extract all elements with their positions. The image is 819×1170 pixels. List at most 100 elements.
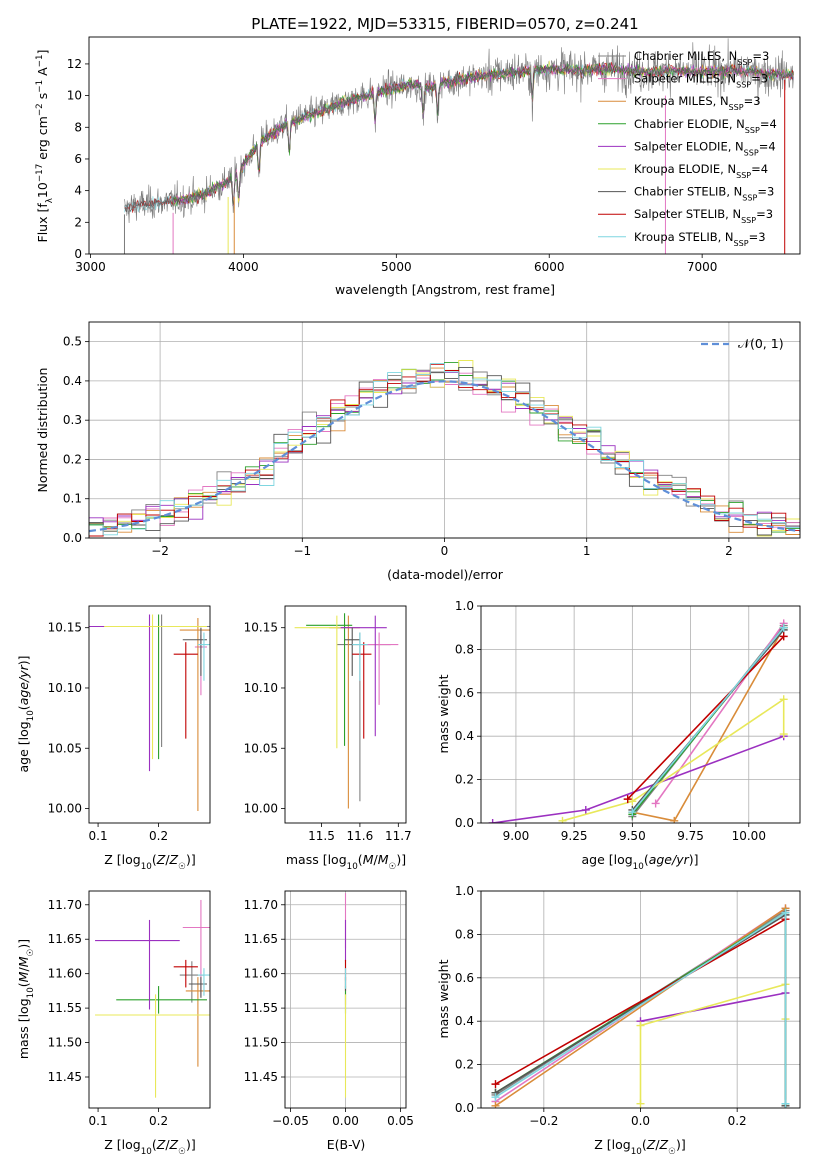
- tick-label-y: 0.5: [63, 335, 82, 349]
- panel-mass-vs-Z: 0.1 0.2 11.45 11.50 11.55 11.60 11.65 11.70 Z [l…: [16, 890, 211, 1157]
- tick-label-y: 8: [74, 120, 82, 134]
- axes-frame: [88, 605, 211, 824]
- plot-area: [89, 360, 800, 538]
- tick-label-y: 11.50: [48, 1036, 82, 1050]
- x-axis-label: (data-model)/error: [387, 567, 504, 582]
- tick-label-x: −1: [293, 544, 311, 558]
- axes-frame: [284, 605, 407, 824]
- weight-marker-2: [491, 1101, 500, 1108]
- tick-label-y: 1.0: [455, 884, 474, 898]
- tick-label-x: −0.05: [272, 1114, 309, 1128]
- x-axis-label: wavelength [Angstrom, rest frame]: [335, 282, 555, 297]
- tick-label-y: 0.2: [63, 452, 82, 466]
- weight-line-4: [640, 992, 786, 1022]
- panel-mass-vs-EBV: −0.05 0.00 0.05 11.45 11.50 11.55 11.60 11.65 11…: [244, 890, 414, 1152]
- tick-label-y: 10.00: [244, 802, 278, 816]
- tick-label-y: 0: [74, 247, 82, 261]
- model-line-6: [124, 61, 794, 213]
- legend-entry-4: Salpeter ELODIE, NSSP=4: [634, 139, 776, 157]
- axes-frame: [88, 36, 801, 255]
- weight-line-7: [627, 635, 785, 800]
- tick-label-x: 9.50: [619, 829, 646, 843]
- normal-curve: [89, 380, 800, 533]
- tick-label-x: 6000: [534, 260, 565, 274]
- tick-label-y: 11.60: [48, 967, 82, 981]
- y-axis-label: age [log10(age/yr)]: [16, 655, 36, 772]
- tick-label-y: 10.15: [48, 621, 82, 635]
- tick-label-x: 5000: [381, 260, 412, 274]
- axes-frame: [480, 890, 801, 1109]
- y-axis-label: mass weight: [436, 674, 451, 753]
- x-axis-label: Z [log10(Z/Z☉)]: [104, 1137, 196, 1157]
- tick-label-y: 0.4: [63, 374, 82, 388]
- tick-label-y: 11.55: [244, 1001, 278, 1015]
- tick-label-x: 0.0: [631, 1114, 650, 1128]
- tick-label-y: 10.05: [244, 741, 278, 755]
- weight-marker-5: [779, 695, 788, 704]
- tick-label-y: 11.45: [244, 1070, 278, 1084]
- y-axis-label: mass [log10(M/M☉)]: [16, 939, 36, 1059]
- weight-marker-5: [779, 730, 788, 739]
- weight-marker-8: [781, 908, 790, 917]
- tick-label-y: 10.05: [48, 741, 82, 755]
- tick-label-x: 11.5: [308, 829, 335, 843]
- weight-line-5: [639, 983, 787, 1104]
- tick-label-x: 10.00: [732, 829, 766, 843]
- tick-label-y: 11.65: [48, 932, 82, 946]
- tick-label-x: 7000: [687, 260, 718, 274]
- panel-weight-vs-Z: −0.2 0.0 0.2 0.0 0.2 0.4 0.6 0.8 1.0 Z [log10(Z/Z…: [436, 884, 801, 1157]
- x-axis-label-text: Z [log10(Z/Z☉)]: [104, 852, 196, 872]
- weight-line-5: [562, 697, 785, 822]
- axes-frame: [480, 605, 801, 824]
- tick-label-x: 0.00: [332, 1114, 359, 1128]
- y-axis-label: Flux [fλ10−17 erg cm−2 s−1 A−1]: [35, 50, 55, 243]
- weight-marker-7: [623, 795, 632, 804]
- legend: Chabrier MILES, NSSP=3 Salpeter MILES, NS…: [598, 49, 777, 247]
- weight-marker-7: [779, 632, 788, 641]
- tick-label-y: 0.6: [455, 686, 474, 700]
- weight-marker-8: [781, 1099, 790, 1108]
- legend-entry-3: Chabrier ELODIE, NSSP=4: [634, 117, 777, 135]
- tick-label-y: 10.10: [244, 681, 278, 695]
- axes-frame: [88, 321, 801, 539]
- legend-entry-0: Chabrier MILES, NSSP=3: [634, 49, 769, 67]
- weight-marker-7: [491, 1080, 500, 1089]
- tick-label-y: 0.8: [455, 642, 474, 656]
- plot-area: [95, 899, 210, 1098]
- x-axis-label: E(B-V): [327, 1137, 366, 1152]
- tick-label-y: 11.70: [48, 898, 82, 912]
- legend-entry-7: Salpeter STELIB, NSSP=3: [634, 207, 773, 225]
- axes-frame: [284, 890, 407, 1109]
- plot-area: [491, 904, 790, 1108]
- tick-label-y: 0.4: [455, 1014, 474, 1028]
- tick-label-y: 0.0: [455, 1101, 474, 1115]
- tick-label-x: 4000: [228, 260, 259, 274]
- tick-label-y: 11.50: [244, 1036, 278, 1050]
- tick-label-x: 2: [725, 544, 733, 558]
- x-axis-label: age [log10(age/yr)]: [581, 852, 698, 872]
- weight-marker-2: [670, 816, 679, 823]
- legend-entry-1: Salpeter MILES, NSSP=3: [634, 72, 768, 90]
- tick-label-y: 4: [74, 184, 82, 198]
- axes-frame: [88, 890, 211, 1109]
- tick-label-y: 11.45: [48, 1070, 82, 1084]
- tick-label-y: 2: [74, 215, 82, 229]
- weight-marker-8: [628, 808, 637, 817]
- tick-label-x: 0.1: [89, 1114, 108, 1128]
- tick-label-x: 1: [583, 544, 591, 558]
- y-axis-label: mass weight: [436, 959, 451, 1038]
- plot-area: [89, 614, 210, 811]
- tick-label-y: 11.55: [48, 1001, 82, 1015]
- tick-label-y: 0.1: [63, 492, 82, 506]
- tick-label-x: 0.2: [149, 1114, 168, 1128]
- legend-entry-2: Kroupa MILES, NSSP=3: [634, 94, 761, 112]
- tick-label-y: 0.6: [455, 971, 474, 985]
- tick-label-y: 11.65: [244, 932, 278, 946]
- panel-residuals: −2 −1 0 1 2 0.0 0.1 0.2 0.3 0.4 0.5 (data-model)/er…: [35, 321, 801, 582]
- tick-label-y: 10.00: [48, 802, 82, 816]
- legend-entry-8: Kroupa STELIB, NSSP=3: [634, 230, 766, 248]
- weight-marker-8: [779, 623, 788, 632]
- y-axis-label: Normed distribution: [35, 368, 50, 493]
- tick-label-y: 10.15: [244, 621, 278, 635]
